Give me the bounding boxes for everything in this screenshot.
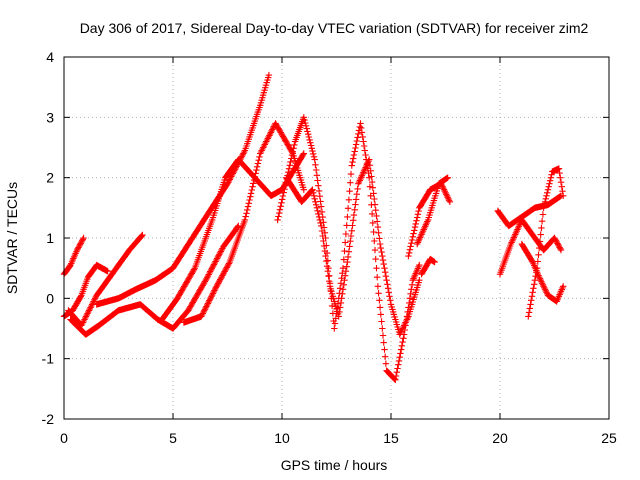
series-trace-n — [496, 216, 565, 278]
series-trace-e — [93, 71, 273, 308]
series-trace-g — [180, 120, 307, 326]
series-trace-d — [67, 222, 242, 338]
axis-ticks: 0 5 10 15 20 25 -2 -1 0 1 2 3 4 — [42, 49, 617, 446]
y-tick-label: -2 — [42, 411, 55, 427]
chart-title: Day 306 of 2017, Sidereal Day-to-day VTE… — [80, 20, 589, 36]
y-tick-label: 1 — [46, 230, 54, 246]
y-tick-label: -1 — [42, 351, 55, 367]
x-tick-label: 5 — [169, 430, 177, 446]
series-trace-k — [414, 174, 451, 248]
y-tick-label: 3 — [46, 109, 54, 125]
plot-frame — [63, 56, 610, 420]
y-tick-label: 0 — [46, 290, 54, 306]
series-trace-c — [65, 231, 146, 329]
y-axis-label: SDTVAR / TECUs — [4, 182, 20, 294]
x-tick-label: 25 — [601, 430, 617, 446]
series-trace-p — [525, 165, 567, 320]
series-trace-i — [283, 156, 423, 338]
y-tick-label: 2 — [46, 170, 54, 186]
x-tick-label: 20 — [492, 430, 508, 446]
x-tick-label: 10 — [274, 430, 290, 446]
series-trace-o — [518, 240, 567, 305]
x-tick-label: 15 — [383, 430, 399, 446]
series-trace-h — [274, 114, 423, 383]
x-axis-label: GPS time / hours — [281, 457, 388, 473]
x-tick-label: 0 — [60, 430, 68, 446]
y-tick-label: 4 — [46, 49, 54, 65]
data-series — [60, 71, 567, 383]
series-trace-l — [418, 255, 438, 278]
